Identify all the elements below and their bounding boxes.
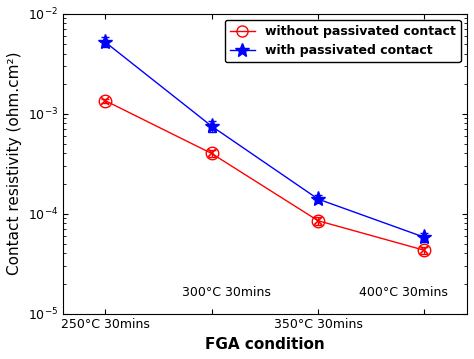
X-axis label: FGA condition: FGA condition [205, 337, 325, 352]
Y-axis label: Contact resistivity (ohm.cm²): Contact resistivity (ohm.cm²) [7, 52, 22, 275]
Legend: without passivated contact, with passivated contact: without passivated contact, with passiva… [225, 20, 461, 62]
Text: 300°C 30mins: 300°C 30mins [182, 286, 271, 299]
Text: 400°C 30mins: 400°C 30mins [358, 286, 447, 299]
